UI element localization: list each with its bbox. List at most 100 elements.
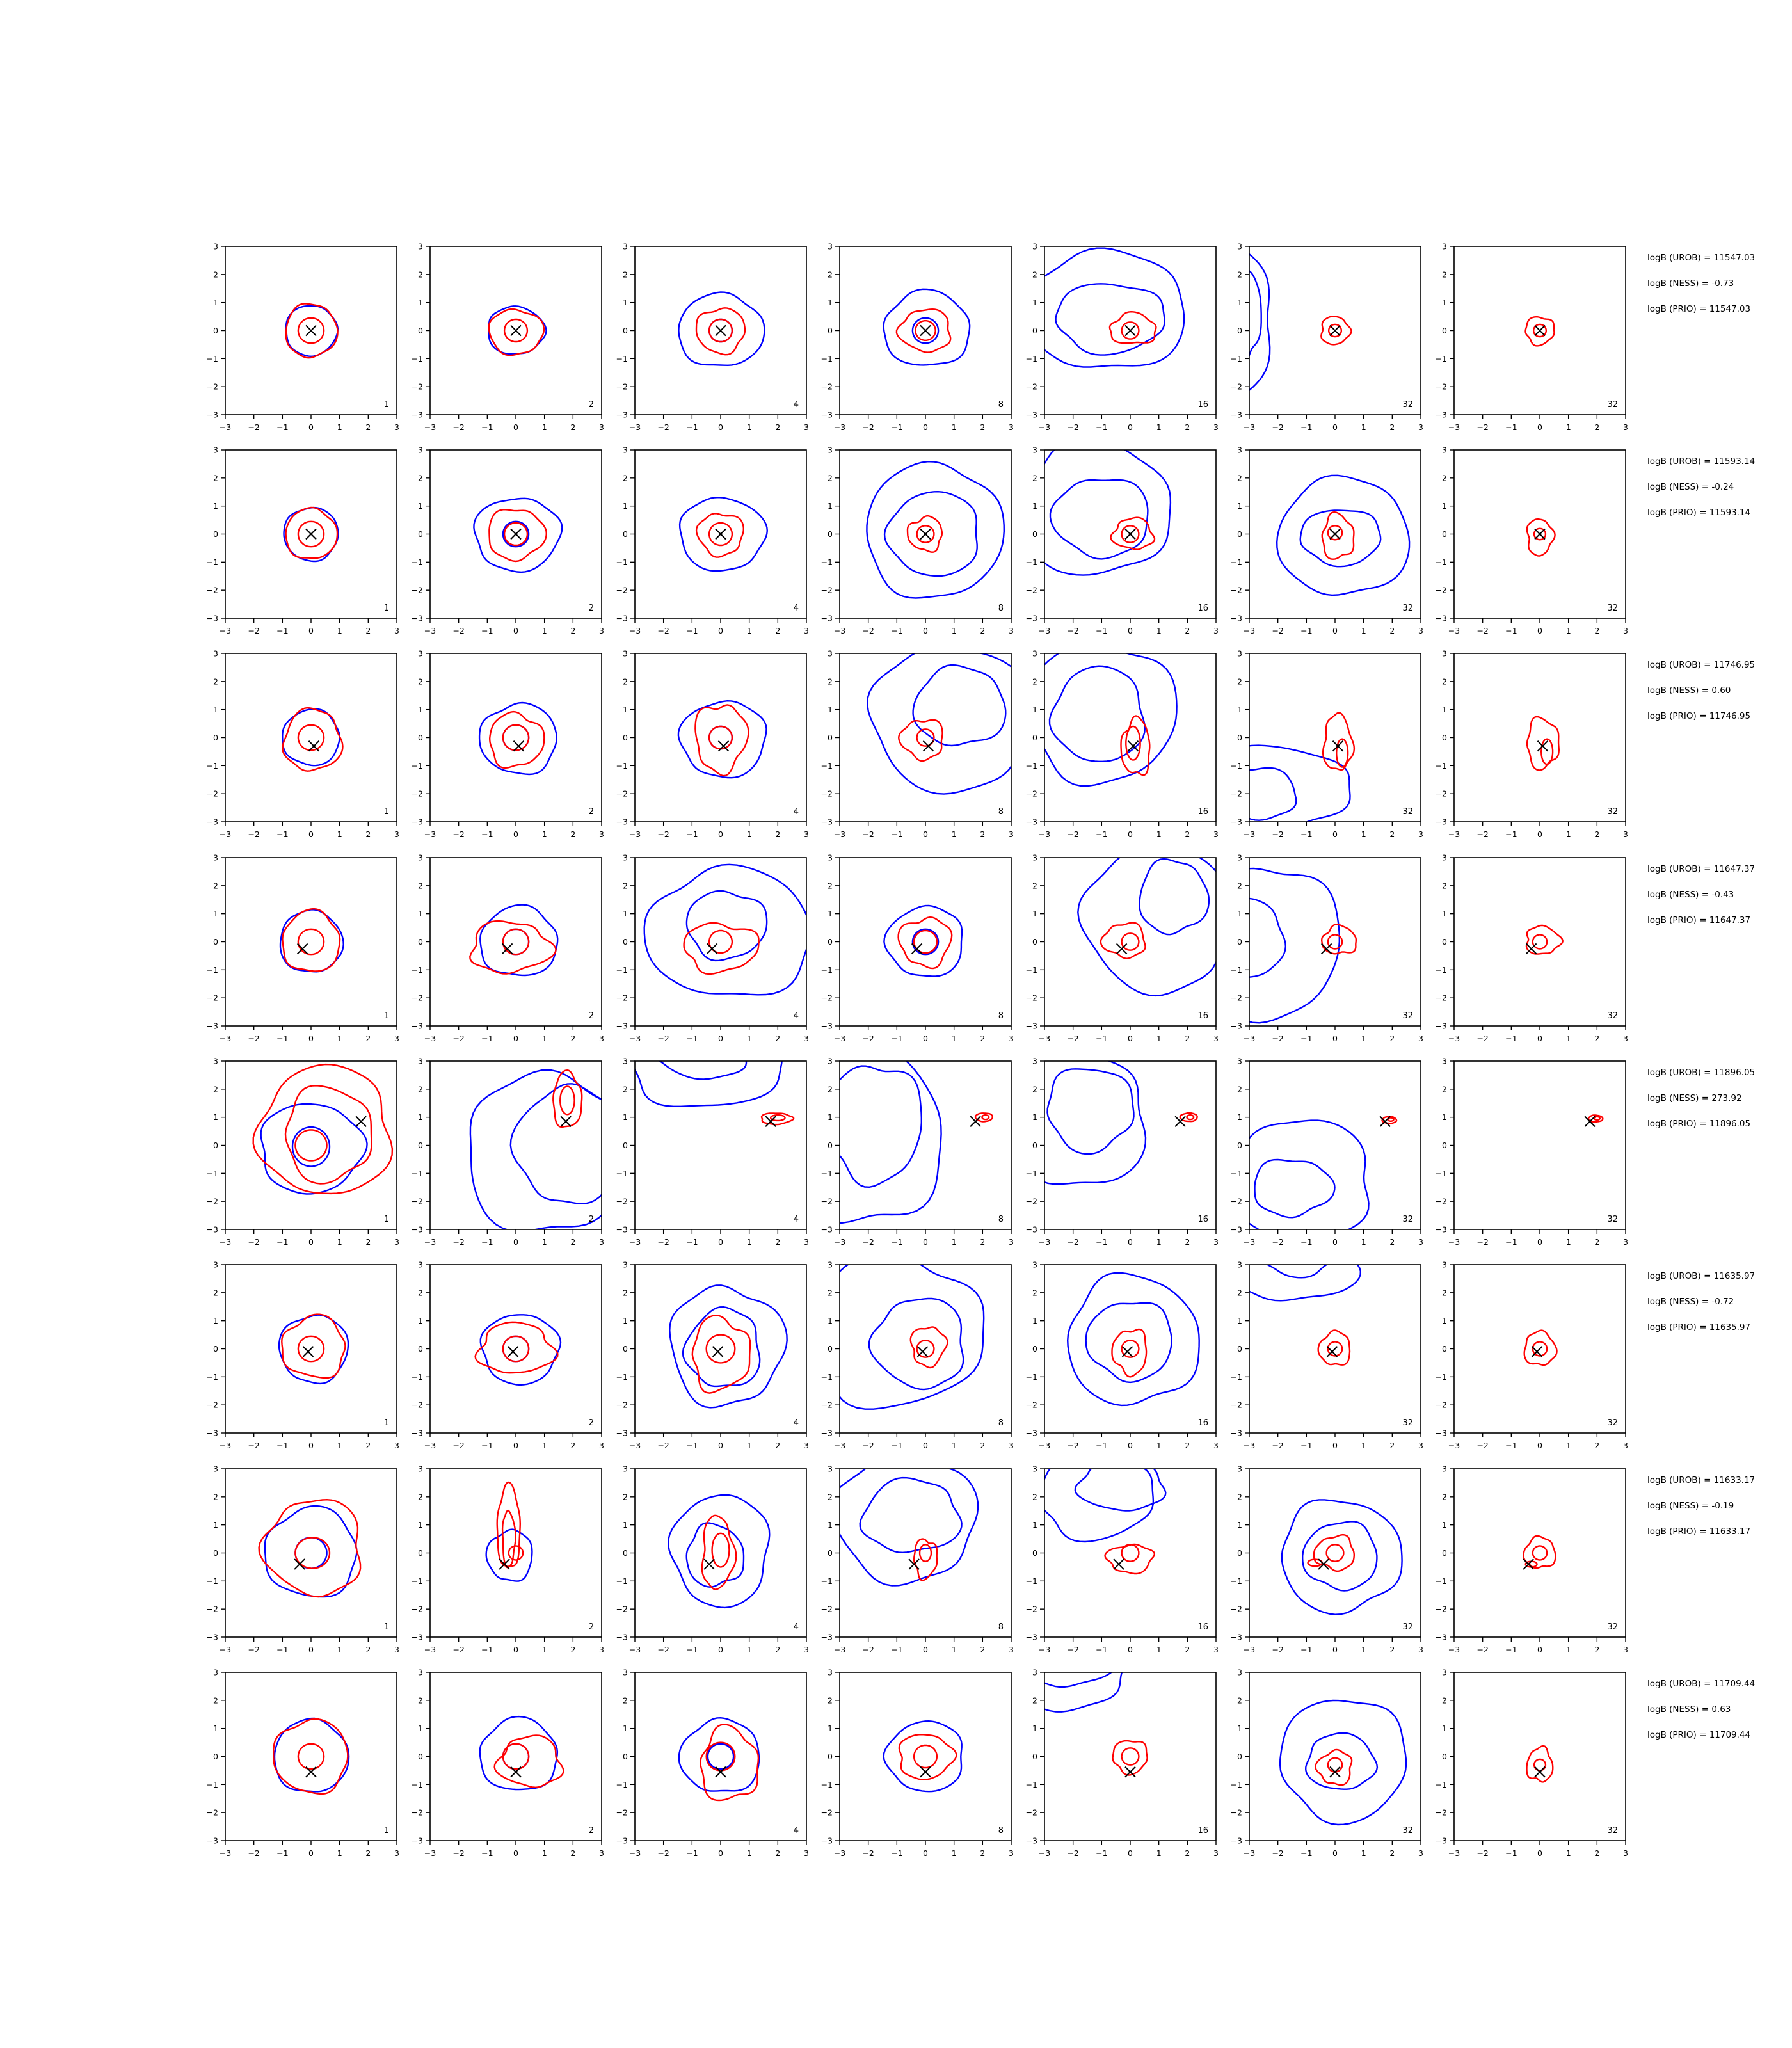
red-contour [1322, 712, 1356, 771]
corner-label: 16 [1197, 1826, 1208, 1836]
blue-contour [866, 653, 1011, 795]
y-tick-label: 0 [1442, 326, 1447, 335]
y-tick-label: 0 [623, 1548, 628, 1558]
y-tick-label: 3 [828, 853, 833, 863]
y-tick-label: 3 [1032, 649, 1037, 659]
blue-contour [685, 1522, 745, 1588]
logb-prio-label: logB (PRIO) = 11547.03 [1647, 304, 1750, 314]
blue-contour [1085, 1302, 1172, 1384]
y-tick-label: −1 [1026, 1780, 1037, 1789]
y-tick-label: 2 [1442, 1492, 1447, 1501]
x-tick-label: 1 [952, 626, 957, 636]
x-tick-label: −3 [629, 626, 641, 636]
x-tick-label: 2 [775, 829, 780, 839]
x-tick-label: 3 [1418, 829, 1423, 839]
x-tick-label: 2 [1594, 626, 1599, 636]
y-tick-label: −2 [1026, 1604, 1037, 1614]
y-tick-label: −2 [821, 1197, 833, 1206]
subplot-r2-c4: −3 −2 −1 0 1 2 3 −3 −2 −1 0 1 2 3 8 [821, 445, 1014, 636]
x-tick-label: 1 [1156, 829, 1162, 839]
y-tick-label: −1 [616, 557, 628, 567]
y-tick-label: 3 [1442, 1668, 1447, 1677]
subplot-r8-c7: −3 −2 −1 0 1 2 3 −3 −2 −1 0 1 2 3 32 [1436, 1668, 1628, 1859]
y-tick-label: 2 [418, 1084, 423, 1094]
red-contour [1100, 922, 1146, 959]
row-annotation-3: logB (UROB) = 11746.95 logB (NESS) = 0.60… [1647, 660, 1755, 721]
x-tick-label: 2 [1594, 829, 1599, 839]
y-tick-label: 0 [1442, 733, 1447, 742]
y-tick-label: 3 [623, 1668, 628, 1677]
x-tick-label: 0 [308, 1034, 314, 1043]
y-tick-label: −1 [207, 557, 218, 567]
blue-contour [1044, 450, 1172, 576]
subplot-r2-c1: −3 −2 −1 0 1 2 3 −3 −2 −1 0 1 2 3 1 [207, 445, 399, 636]
x-tick-label: −2 [248, 1237, 259, 1247]
red-contour [705, 1741, 736, 1772]
y-tick-label: −1 [1026, 1372, 1037, 1382]
red-contour [701, 1514, 737, 1590]
x-tick-label: −1 [1300, 1848, 1312, 1858]
y-tick-label: −1 [616, 354, 628, 364]
y-tick-label: 2 [418, 1695, 423, 1705]
corner-label: 32 [1402, 1011, 1413, 1021]
logb-prio-label: logB (PRIO) = 11709.44 [1647, 1730, 1750, 1740]
y-tick-label: 2 [418, 1492, 423, 1501]
axes-frame [429, 857, 602, 1027]
x-tick-label: −1 [1300, 1237, 1312, 1247]
x-tick-label: 1 [952, 1034, 957, 1043]
red-contour [488, 308, 545, 356]
y-tick-label: 1 [1237, 501, 1242, 511]
y-tick-label: 3 [1032, 1464, 1037, 1474]
y-tick-label: 3 [1237, 1464, 1242, 1474]
x-marker [717, 740, 730, 752]
blue-contour [1299, 509, 1382, 568]
blue-contour [1279, 1699, 1407, 1826]
y-tick-label: −3 [821, 817, 833, 827]
x-tick-label: 0 [1537, 1034, 1542, 1043]
x-tick-label: −1 [481, 1848, 493, 1858]
x-marker [1523, 1558, 1534, 1570]
x-marker [305, 324, 317, 337]
x-tick-label: −2 [862, 1441, 874, 1450]
x-tick-label: 1 [1156, 1237, 1162, 1247]
x-tick-label: 3 [1009, 1237, 1014, 1247]
x-tick-label: 0 [1332, 1441, 1338, 1450]
x-tick-label: 2 [365, 1645, 371, 1654]
corner-label: 8 [998, 604, 1004, 613]
x-tick-label: −1 [1505, 1848, 1517, 1858]
x-marker [920, 324, 931, 337]
x-tick-label: 3 [1623, 829, 1628, 839]
x-tick-label: 1 [1566, 422, 1571, 432]
x-tick-label: −1 [1300, 626, 1312, 636]
x-tick-label: −3 [834, 829, 845, 839]
y-tick-label: −2 [1436, 1808, 1447, 1818]
subplot-r4-c1: −3 −2 −1 0 1 2 3 −3 −2 −1 0 1 2 3 1 [207, 853, 399, 1044]
x-tick-label: 3 [599, 1237, 604, 1247]
y-tick-label: −3 [616, 1021, 628, 1031]
y-tick-label: −1 [1231, 354, 1242, 364]
x-tick-label: −3 [834, 1237, 845, 1247]
x-tick-label: −3 [1244, 1237, 1255, 1247]
x-tick-label: −2 [1067, 1441, 1078, 1450]
x-tick-label: 1 [1156, 1848, 1162, 1858]
corner-label: 4 [794, 807, 799, 817]
corner-label: 4 [794, 1622, 799, 1632]
x-tick-label: −2 [1067, 1645, 1078, 1654]
red-contour [915, 320, 936, 341]
x-tick-label: 2 [1185, 1848, 1190, 1858]
x-tick-label: −3 [424, 1848, 436, 1858]
x-tick-label: 0 [1332, 1645, 1338, 1654]
corner-label: 16 [1197, 604, 1208, 613]
y-tick-label: 2 [623, 1695, 628, 1705]
y-tick-label: 1 [418, 1316, 423, 1325]
y-tick-label: −3 [1026, 817, 1037, 827]
logb-urob-label: logB (UROB) = 11709.44 [1647, 1679, 1755, 1689]
x-tick-label: 1 [1361, 1441, 1366, 1450]
x-tick-label: −2 [248, 829, 259, 839]
blue-contour [707, 1743, 735, 1770]
red-contour [1108, 310, 1157, 344]
y-tick-label: −3 [1436, 1633, 1447, 1642]
y-tick-label: 2 [213, 1695, 218, 1705]
